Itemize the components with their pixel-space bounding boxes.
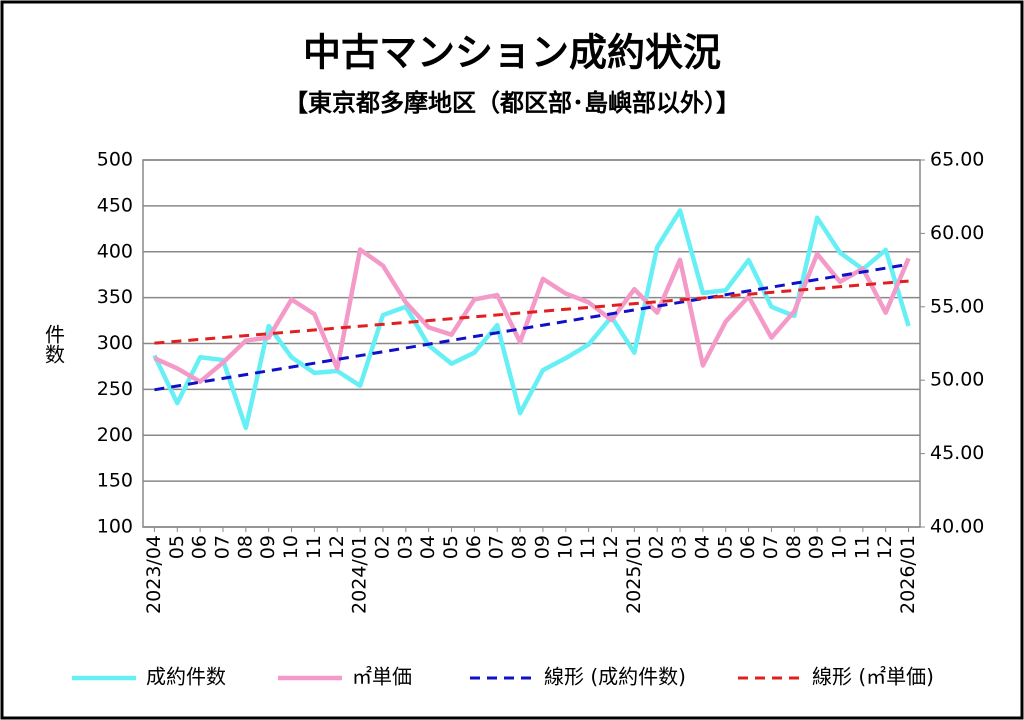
y2-tick-label: 40.00 [930, 516, 984, 538]
x-tick-label: 2023/04 [143, 535, 165, 614]
y2-tick-label: 50.00 [930, 369, 984, 391]
x-tick-label: 2025/01 [623, 535, 645, 614]
x-tick-label: 04 [691, 535, 713, 559]
y-tick-label: 450 [97, 194, 133, 216]
chart-title: 中古マンション成約状況 [303, 31, 721, 75]
x-tick-label: 06 [189, 535, 211, 559]
x-tick-label: 12 [600, 535, 622, 559]
x-tick-label: 12 [874, 535, 896, 559]
x-tick-label: 08 [234, 535, 256, 559]
x-tick-label: 11 [577, 535, 599, 559]
y-axis-label: 件数 [42, 324, 66, 364]
x-tick-label: 08 [509, 535, 531, 559]
x-tick-label: 06 [737, 535, 759, 559]
x-tick-label: 02 [371, 535, 393, 559]
x-tick-label: 07 [211, 535, 233, 559]
y2-tick-label: 60.00 [930, 222, 984, 244]
x-tick-label: 05 [714, 535, 736, 559]
y-tick-label: 350 [97, 286, 133, 308]
legend-label: 線形 (成約件数) [544, 665, 686, 689]
trendline [154, 279, 909, 345]
x-tick-label: 07 [486, 535, 508, 559]
x-tick-label: 12 [326, 535, 348, 559]
y-tick-label: 400 [97, 240, 133, 262]
x-tick-label: 09 [806, 535, 828, 559]
series-line [152, 208, 911, 431]
plot-frame [142, 159, 921, 528]
x-tick-label: 04 [417, 535, 439, 559]
x-tick-label: 10 [554, 535, 576, 559]
legend-label: 線形 (㎡単価) [812, 665, 934, 689]
y-tick-label: 500 [97, 149, 133, 171]
y2-tick-label: 65.00 [930, 149, 984, 171]
x-tick-label: 03 [669, 535, 691, 559]
x-tick-label: 2024/01 [349, 535, 371, 614]
y2-tick-label: 55.00 [930, 295, 984, 317]
legend-label: 成約件数 [146, 665, 226, 689]
x-tick-label: 05 [440, 535, 462, 559]
x-tick-label: 09 [531, 535, 553, 559]
trendline [154, 262, 909, 392]
y-tick-label: 200 [97, 424, 133, 446]
x-tick-label: 11 [851, 535, 873, 559]
y-tick-label: 250 [97, 378, 133, 400]
x-tick-label: 08 [783, 535, 805, 559]
x-tick-label: 10 [280, 535, 302, 559]
y2-tick-label: 45.00 [930, 442, 984, 464]
series-line [153, 247, 911, 384]
chart-subtitle: 【東京都多摩地区（都区部･島嶼部以外）】 [284, 89, 740, 117]
y-tick-label: 100 [97, 516, 133, 538]
y-tick-label: 300 [97, 332, 133, 354]
x-tick-label: 11 [303, 535, 325, 559]
legend-label: ㎡単価 [352, 665, 412, 689]
x-tick-label: 05 [166, 535, 188, 559]
x-tick-label: 09 [257, 535, 279, 559]
x-tick-label: 07 [760, 535, 782, 559]
x-tick-label: 03 [394, 535, 416, 559]
x-tick-label: 06 [463, 535, 485, 559]
x-tick-label: 2026/01 [897, 535, 919, 614]
x-tick-label: 10 [829, 535, 851, 559]
x-tick-label: 02 [646, 535, 668, 559]
y-tick-label: 150 [97, 470, 133, 492]
